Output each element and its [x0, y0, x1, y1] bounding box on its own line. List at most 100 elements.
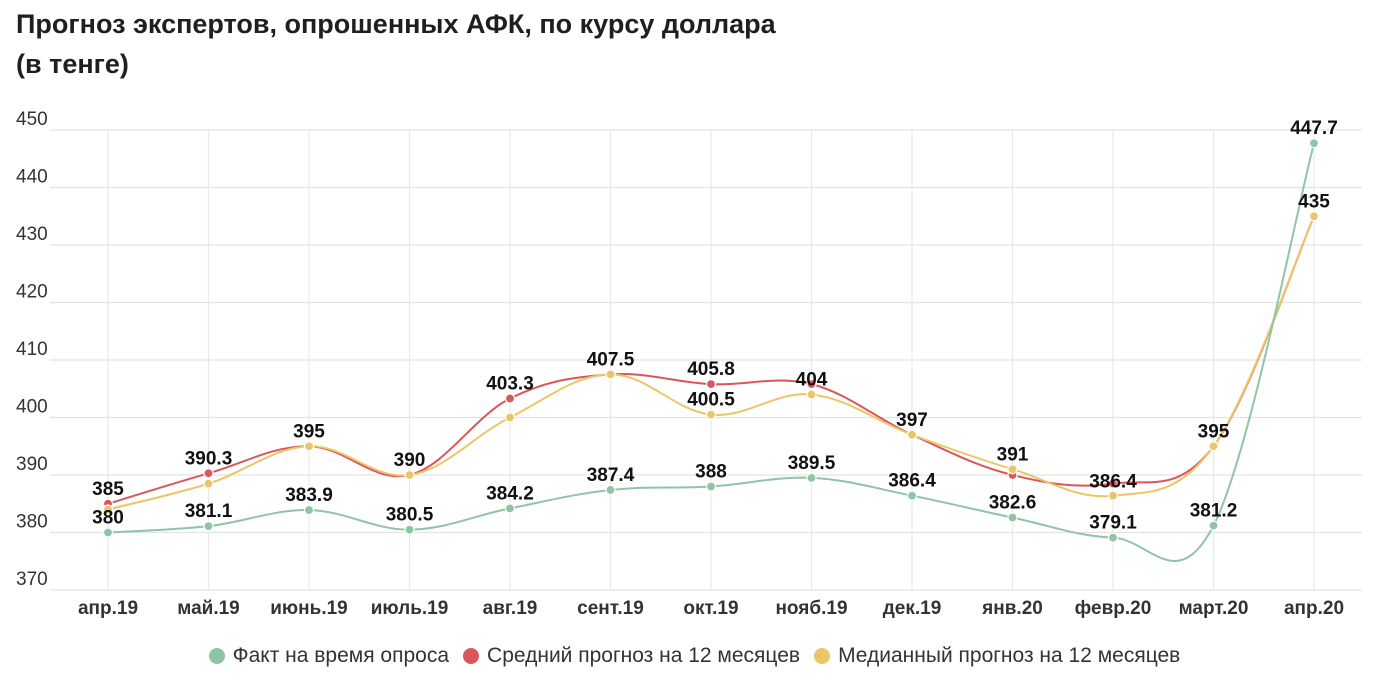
- data-point: [806, 389, 817, 400]
- data-label: 397: [896, 410, 928, 431]
- legend-label: Средний прогноз на 12 месяцев: [487, 644, 801, 667]
- data-point: [1208, 520, 1219, 531]
- data-point: [1107, 532, 1119, 543]
- data-point: [1308, 211, 1320, 222]
- data-point: [203, 468, 214, 479]
- x-tick-label: февр.20: [1075, 598, 1152, 619]
- chart-title-line2: (в тенге): [16, 49, 129, 79]
- y-tick-label: 390: [16, 454, 48, 475]
- x-tick-label: июнь.19: [270, 598, 347, 619]
- data-label: 379.1: [1089, 513, 1137, 534]
- data-labels: 380 381.1 383.9 380.5 384.2 387.4 388 389.5 386.…: [92, 118, 1338, 533]
- data-label: 383.9: [285, 485, 333, 506]
- y-tick-label: 420: [16, 282, 48, 303]
- data-label: 395: [1198, 421, 1230, 442]
- data-label: 404: [796, 370, 828, 391]
- data-point: [1308, 138, 1320, 149]
- data-label: 386.4: [888, 471, 936, 492]
- data-label: 407.5: [587, 349, 635, 370]
- legend-marker: [463, 648, 480, 664]
- data-label: 380: [92, 508, 124, 529]
- data-label: 435: [1298, 191, 1330, 212]
- y-tick-label: 450: [16, 109, 48, 130]
- data-label: 390.3: [185, 448, 233, 469]
- series-points: [102, 138, 1320, 543]
- x-tick-label: нояб.19: [775, 598, 847, 619]
- chart-title: Прогноз экспертов, опрошенных АФК, по ку…: [16, 4, 1216, 84]
- data-point: [806, 379, 817, 390]
- data-label: 387.4: [587, 465, 635, 486]
- chart-title-line1: Прогноз экспертов, опрошенных АФК, по ку…: [16, 9, 776, 39]
- x-tick-label: март.20: [1179, 598, 1249, 619]
- legend-marker: [814, 648, 831, 664]
- legend-label: Факт на время опроса: [232, 644, 450, 667]
- data-point: [504, 503, 516, 514]
- y-tick-label: 440: [16, 167, 48, 188]
- x-tick-label: окт.19: [683, 598, 738, 619]
- x-tick-label: сент.19: [577, 598, 644, 619]
- data-point: [303, 441, 315, 452]
- y-tick-label: 400: [16, 397, 48, 418]
- legend-label: Медианный прогноз на 12 месяцев: [838, 644, 1181, 667]
- x-tick-label: апр.20: [1284, 598, 1344, 619]
- data-point: [504, 412, 516, 423]
- legend-item: Средний прогноз на 12 месяцев: [463, 644, 800, 668]
- data-point: [303, 504, 315, 516]
- data-label: 381.2: [1190, 501, 1238, 522]
- y-tick-label: 410: [16, 339, 48, 360]
- legend-marker: [208, 648, 225, 664]
- data-point: [705, 409, 717, 420]
- data-label: 400.5: [687, 390, 735, 411]
- data-label: 384.2: [486, 483, 534, 504]
- legend-item: Факт на время опроса: [208, 644, 450, 668]
- data-label: 385: [92, 479, 124, 500]
- x-tick-label: авг.19: [483, 598, 538, 619]
- x-tick-label: май.19: [177, 598, 239, 619]
- x-tick-label: июль.19: [371, 598, 449, 619]
- x-axis: апр.19 май.19 июнь.19 июль.19 авг.19 сент.19 о…: [78, 598, 1344, 619]
- y-tick-label: 430: [16, 224, 48, 245]
- x-tick-label: янв.20: [981, 598, 1043, 619]
- data-point: [806, 472, 817, 483]
- data-point: [1107, 478, 1119, 489]
- data-point: [203, 478, 214, 489]
- legend: Факт на время опроса Средний прогноз на 1…: [0, 644, 1389, 668]
- line-chart: 370 380 390 400 410 420 430 440 450 апр.19 май.19…: [16, 109, 1362, 619]
- data-point: [102, 504, 114, 515]
- data-label: 382.6: [989, 493, 1037, 514]
- data-label: 395: [293, 421, 325, 442]
- grid-lines: [50, 129, 1362, 591]
- data-point: [605, 369, 616, 380]
- y-tick-label: 370: [16, 569, 48, 590]
- data-point: [1107, 490, 1119, 501]
- data-point: [404, 524, 415, 535]
- data-point: [906, 429, 918, 440]
- data-label: 389.5: [788, 453, 836, 474]
- data-point: [906, 490, 918, 501]
- data-point: [203, 521, 214, 532]
- x-tick-label: дек.19: [883, 598, 942, 619]
- legend-item: Медианный прогноз на 12 месяцев: [814, 644, 1180, 668]
- y-axis: 370 380 390 400 410 420 430 440 450: [16, 109, 48, 590]
- data-label: 386.4: [1089, 472, 1137, 493]
- data-point: [705, 481, 717, 492]
- data-point: [1007, 512, 1018, 523]
- data-point: [1208, 441, 1219, 452]
- data-label: 447.7: [1290, 118, 1338, 139]
- data-label: 381.1: [185, 501, 233, 522]
- data-point: [404, 469, 415, 481]
- data-point: [705, 379, 717, 390]
- data-label: 388: [695, 462, 727, 483]
- y-tick-label: 380: [16, 512, 48, 533]
- data-label: 380.5: [386, 505, 434, 526]
- data-label: 390: [394, 450, 426, 471]
- data-label: 405.8: [687, 359, 735, 380]
- data-point: [605, 484, 616, 496]
- data-point: [102, 527, 114, 538]
- data-point: [1007, 464, 1018, 475]
- series-line: [107, 142, 1315, 562]
- data-point: [504, 393, 516, 404]
- data-label: 403.3: [486, 374, 534, 395]
- x-tick-label: апр.19: [78, 598, 138, 619]
- data-label: 391: [997, 444, 1029, 465]
